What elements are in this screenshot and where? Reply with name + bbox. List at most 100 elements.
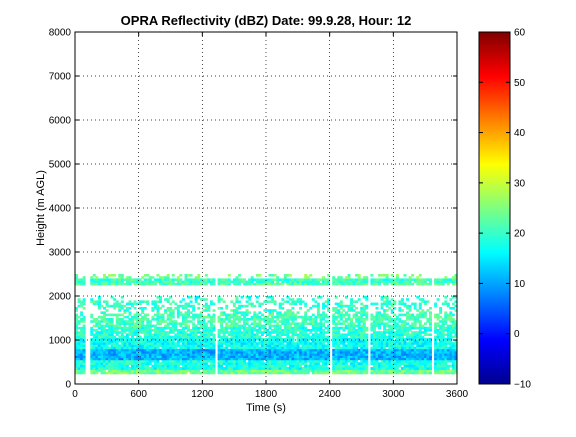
- heatmap-cell: [174, 362, 178, 366]
- heatmap-cell: [237, 324, 241, 328]
- heatmap-cell: [423, 348, 427, 352]
- heatmap-cell: [365, 337, 369, 341]
- heatmap-cell: [255, 367, 259, 370]
- heatmap-cell: [350, 280, 353, 284]
- heatmap-cell: [131, 367, 134, 370]
- heatmap-cell: [403, 274, 407, 277]
- heatmap-cell: [169, 355, 173, 358]
- heatmap-cell: [136, 367, 140, 370]
- heatmap-cell: [202, 337, 206, 341]
- heatmap-cell: [294, 331, 297, 334]
- heatmap-cell: [171, 322, 175, 325]
- heatmap-cell: [347, 315, 351, 319]
- heatmap-cell: [291, 298, 295, 301]
- heatmap-cell: [395, 348, 399, 352]
- heatmap-cell: [411, 315, 415, 319]
- heatmap-cell: [202, 315, 206, 319]
- heatmap-cell: [97, 362, 101, 366]
- heatmap-cell: [235, 296, 239, 299]
- heatmap-cell: [113, 313, 117, 317]
- heatmap-cell: [304, 371, 308, 375]
- heatmap-cell: [299, 369, 303, 373]
- heatmap-cell: [187, 357, 190, 361]
- heatmap-cell: [243, 351, 247, 354]
- heatmap-cell: [138, 278, 142, 281]
- heatmap-cell: [316, 296, 320, 299]
- heatmap-cell: [383, 315, 387, 319]
- heatmap-cell: [378, 313, 381, 317]
- heatmap-cell: [344, 333, 348, 336]
- heatmap-cell: [299, 329, 303, 332]
- heatmap-cell: [327, 355, 331, 358]
- heatmap-cell: [199, 371, 203, 375]
- heatmap-cell: [439, 326, 443, 330]
- heatmap-cell: [273, 357, 277, 361]
- heatmap-cell: [108, 333, 112, 336]
- heatmap-cell: [375, 313, 379, 317]
- heatmap-cell: [283, 329, 287, 332]
- heatmap-cell: [421, 340, 425, 343]
- heatmap-cell: [350, 362, 353, 366]
- heatmap-cell: [286, 282, 290, 286]
- heatmap-cell: [115, 367, 119, 370]
- heatmap-cell: [82, 359, 86, 363]
- heatmap-cell: [439, 309, 443, 312]
- heatmap-cell: [342, 351, 346, 354]
- heatmap-cell: [248, 362, 252, 366]
- heatmap-cell: [385, 315, 389, 319]
- heatmap-cell: [350, 329, 353, 332]
- heatmap-cell: [108, 362, 112, 366]
- heatmap-cell: [421, 298, 425, 301]
- heatmap-cell: [439, 367, 443, 370]
- heatmap-cell: [281, 333, 285, 336]
- heatmap-cell: [171, 359, 175, 363]
- heatmap-cell: [105, 355, 109, 358]
- heatmap-cell: [209, 331, 213, 334]
- heatmap-cell: [276, 329, 280, 332]
- heatmap-cell: [220, 371, 224, 375]
- heatmap-cell: [288, 318, 292, 321]
- heatmap-cell: [179, 282, 183, 286]
- heatmap-cell: [232, 329, 236, 332]
- heatmap-cell: [192, 369, 196, 373]
- heatmap-cell: [258, 369, 262, 373]
- heatmap-cell: [271, 313, 275, 317]
- heatmap-cell: [393, 302, 397, 306]
- heatmap-cell: [97, 298, 101, 301]
- heatmap-cell: [347, 344, 351, 347]
- heatmap-cell: [118, 357, 122, 361]
- heatmap-cell: [138, 340, 142, 343]
- heatmap-cell: [118, 346, 122, 350]
- heatmap-cell: [133, 348, 137, 352]
- heatmap-cell: [80, 278, 84, 281]
- heatmap-cell: [189, 344, 193, 347]
- heatmap-cell: [192, 337, 196, 341]
- heatmap-cell: [283, 364, 287, 368]
- heatmap-cell: [436, 369, 440, 373]
- heatmap-cell: [153, 329, 157, 332]
- heatmap-cell: [204, 333, 208, 336]
- heatmap-cell: [309, 359, 313, 363]
- heatmap-cell: [291, 359, 295, 363]
- heatmap-cell: [164, 335, 168, 339]
- heatmap-cell: [250, 359, 254, 363]
- heatmap-cell: [181, 318, 185, 321]
- heatmap-cell: [296, 353, 300, 356]
- heatmap-cell: [164, 344, 168, 347]
- heatmap-cell: [444, 320, 448, 323]
- heatmap-cell: [334, 369, 338, 373]
- heatmap-cell: [197, 335, 201, 339]
- heatmap-cell: [250, 340, 254, 343]
- heatmap-cell: [209, 340, 213, 343]
- heatmap-cell: [237, 326, 241, 330]
- heatmap-cell: [90, 357, 94, 361]
- heatmap-cell: [314, 333, 318, 336]
- colorbar-tick-label: 60: [514, 28, 526, 39]
- heatmap-cell: [416, 357, 420, 361]
- heatmap-cell: [393, 335, 397, 339]
- heatmap-cell: [268, 331, 272, 334]
- heatmap-cell: [100, 371, 104, 375]
- heatmap-cell: [222, 318, 226, 321]
- heatmap-cell: [449, 346, 453, 350]
- heatmap-cell: [395, 364, 399, 368]
